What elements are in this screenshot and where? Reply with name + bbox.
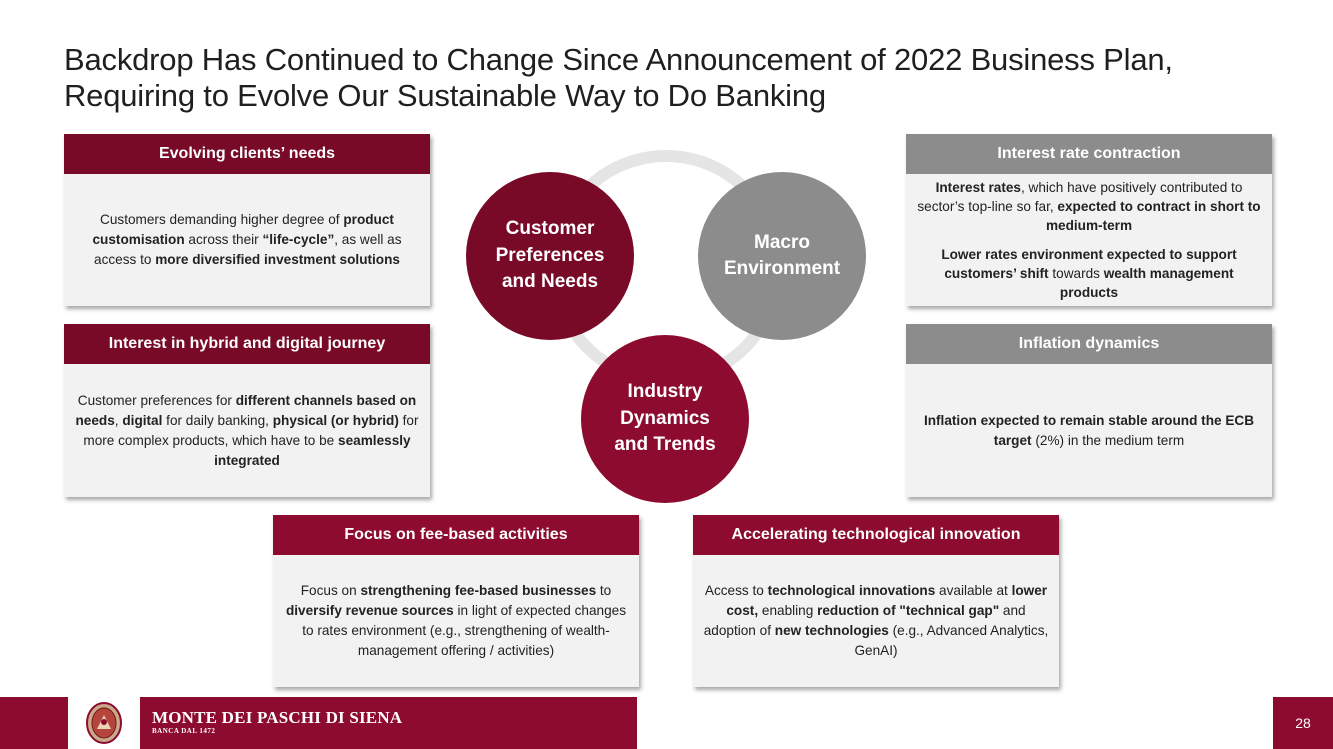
hybrid-digital-text: Customer preferences for different chann… <box>75 392 419 468</box>
page-title-line-1: Backdrop Has Continued to Change Since A… <box>64 42 1173 77</box>
page-title-line-2: Requiring to Evolve Our Sustainable Way … <box>64 78 826 113</box>
clients-needs-body: Customers demanding higher degree of pro… <box>64 174 430 306</box>
tech-innovation-header: Accelerating technological innovation <box>693 515 1059 555</box>
inflation-box: Inflation dynamics Inflation expected to… <box>906 324 1272 497</box>
brand-subtitle: BANCA DAL 1472 <box>152 727 216 735</box>
industry-dynamics-label: Industry Dynamics and Trends <box>614 381 716 456</box>
macro-environment-circle: Macro Environment <box>698 172 866 340</box>
interest-rate-text-2: Lower rates environment expected to supp… <box>941 247 1237 300</box>
interest-rate-header: Interest rate contraction <box>906 134 1272 174</box>
bank-seal-icon <box>86 702 122 744</box>
fee-based-header: Focus on fee-based activities <box>273 515 639 555</box>
tech-innovation-body: Access to technological innovations avai… <box>693 555 1059 687</box>
interest-rate-text-1: Interest rates, which have positively co… <box>917 180 1261 233</box>
clients-needs-box: Evolving clients’ needs Customers demand… <box>64 134 430 306</box>
customer-preferences-circle: Customer Preferences and Needs <box>466 172 634 340</box>
clients-needs-header: Evolving clients’ needs <box>64 134 430 174</box>
inflation-header: Inflation dynamics <box>906 324 1272 364</box>
fee-based-box: Focus on fee-based activities Focus on s… <box>273 515 639 687</box>
page-number: 28 <box>1273 697 1333 749</box>
tech-innovation-text: Access to technological innovations avai… <box>703 583 1049 658</box>
brand-name: MONTE DEI PASCHI DI SIENA <box>152 708 403 727</box>
fee-based-text: Focus on strengthening fee-based busines… <box>285 583 627 658</box>
fee-based-body: Focus on strengthening fee-based busines… <box>273 555 639 687</box>
bank-logo <box>68 697 140 749</box>
interest-rate-body: Interest rates, which have positively co… <box>906 174 1272 306</box>
brand-wordmark: MONTE DEI PASCHI DI SIENA BANCA DAL 1472 <box>152 709 402 736</box>
industry-dynamics-circle: Industry Dynamics and Trends <box>581 335 749 503</box>
inflation-text: Inflation expected to remain stable arou… <box>923 412 1255 448</box>
hybrid-digital-header: Interest in hybrid and digital journey <box>64 324 430 364</box>
hybrid-digital-box: Interest in hybrid and digital journey C… <box>64 324 430 497</box>
hybrid-digital-body: Customer preferences for different chann… <box>64 364 430 497</box>
page-title: Backdrop Has Continued to Change Since A… <box>64 42 1264 114</box>
tech-innovation-box: Accelerating technological innovation Ac… <box>693 515 1059 687</box>
interest-rate-box: Interest rate contraction Interest rates… <box>906 134 1272 306</box>
customer-preferences-label: Customer Preferences and Needs <box>495 218 605 293</box>
inflation-body: Inflation expected to remain stable arou… <box>906 364 1272 497</box>
macro-environment-label: Macro Environment <box>723 231 841 280</box>
clients-needs-text: Customers demanding higher degree of pro… <box>92 212 402 267</box>
